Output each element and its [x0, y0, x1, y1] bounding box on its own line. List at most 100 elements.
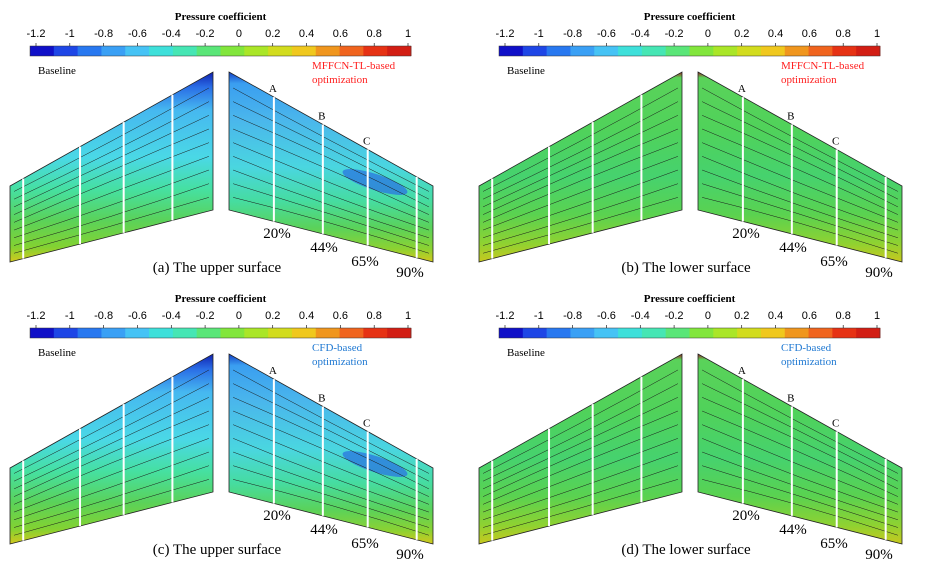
colorbar-tick-label: 1	[874, 28, 880, 40]
colorbar-tick-label: 1	[405, 28, 411, 40]
colorbar-segment	[315, 328, 340, 338]
optimized-wing	[228, 353, 434, 545]
colorbar-tick-label: 0.8	[367, 28, 382, 40]
colorbar-segment	[53, 328, 79, 338]
baseline-wing	[9, 353, 214, 545]
contour-line	[13, 183, 210, 246]
colorbar-tick-label: -0.8	[563, 28, 582, 40]
colorbar-segment	[315, 46, 340, 56]
contour-line	[232, 451, 429, 521]
colorbar-segment	[665, 46, 690, 56]
colorbar-segment	[363, 328, 388, 338]
colorbar-tick-label: -0.4	[162, 310, 181, 322]
colorbar-tick-label: 0.2	[734, 28, 749, 40]
panel-b: Pressure coefficient -1.2 -1 -0.8 -0.6 -0.4 -0…	[469, 0, 938, 282]
colorbar-tick-label: 0.6	[802, 310, 817, 322]
colorbar-tick-label: -0.2	[665, 310, 684, 322]
section-label: C	[363, 418, 370, 430]
panel-c: Pressure coefficient -1.2 -1 -0.8 -0.6 -0.4 -0…	[0, 282, 469, 564]
contour-line	[482, 169, 679, 239]
contour-figure: Pressure coefficient -1.2 -1 -0.8 -0.6 -0.4 -0…	[478, 293, 903, 563]
colorbar-segment	[713, 46, 738, 56]
span-percentage: 20%	[732, 226, 760, 242]
colorbar: Pressure coefficient -1.2 -1 -0.8 -0.6 -0.4 -0…	[27, 11, 412, 57]
optimization-label: MFFCN-TL-based	[781, 60, 865, 72]
contour-line	[232, 142, 430, 223]
colorbar-segment	[101, 328, 126, 338]
contour-line	[232, 369, 430, 474]
colorbar-segment	[856, 46, 881, 56]
contour-line	[482, 156, 679, 231]
colorbar-segment	[760, 328, 786, 338]
contour-line	[701, 383, 899, 482]
contour-line	[232, 169, 429, 239]
span-percentage: 90%	[396, 265, 424, 281]
colorbar-segment	[570, 328, 595, 338]
baseline-label: Baseline	[507, 65, 545, 77]
contour-line	[13, 479, 210, 536]
colorbar-tick-label: 0	[236, 310, 242, 322]
section-label: B	[318, 110, 325, 122]
colorbar-segment	[594, 46, 619, 56]
colorbar-tick-label: 0.8	[367, 310, 382, 322]
colorbar-segment	[570, 46, 595, 56]
contour-line	[233, 479, 429, 536]
colorbar-segment	[713, 328, 738, 338]
contour-line	[482, 465, 679, 528]
colorbar-segment	[77, 328, 102, 338]
colorbar-tick-label: 0	[236, 28, 242, 40]
colorbar-tick-label: -1.2	[27, 28, 46, 40]
baseline-label: Baseline	[38, 347, 76, 359]
span-percentage: 90%	[865, 265, 893, 281]
contour-line	[701, 438, 898, 513]
colorbar-tick-label: 1	[405, 310, 411, 322]
section-label: C	[832, 418, 839, 430]
panel-caption: (d) The lower surface	[621, 542, 751, 558]
panel-a: Pressure coefficient -1.2 -1 -0.8 -0.6 -0.4 -0…	[0, 0, 469, 282]
contour-line	[233, 465, 429, 528]
contour-line	[701, 397, 899, 490]
colorbar-tick-label: 0	[705, 28, 711, 40]
colorbar-tick-label: 0.4	[299, 310, 314, 322]
panel-caption: (b) The lower surface	[621, 260, 751, 276]
optimization-label: CFD-based	[781, 342, 832, 354]
colorbar-segment	[641, 46, 667, 56]
colorbar-segment	[594, 328, 619, 338]
colorbar-title: Pressure coefficient	[175, 293, 267, 305]
colorbar-tick-label: -0.6	[128, 310, 147, 322]
section-label: B	[318, 392, 325, 404]
colorbar-frame	[498, 327, 881, 339]
section-label: B	[787, 392, 794, 404]
baseline-wing	[478, 71, 683, 263]
span-percentage: 20%	[732, 508, 760, 524]
colorbar: Pressure coefficient -1.2 -1 -0.8 -0.6 -0.4 -0…	[496, 293, 881, 339]
colorbar-tick-label: 0.4	[768, 310, 783, 322]
contour-figure: Pressure coefficient -1.2 -1 -0.8 -0.6 -0.4 -0…	[9, 11, 434, 281]
contour-line	[482, 410, 679, 497]
optimization-label: CFD-based	[312, 342, 363, 354]
colorbar-tick-label: 0.6	[333, 310, 348, 322]
contour-line	[702, 183, 898, 246]
span-percentage: 90%	[396, 547, 424, 563]
contour-line	[13, 438, 210, 513]
colorbar-tick-label: -0.2	[196, 28, 215, 40]
colorbar-segment	[125, 328, 150, 338]
colorbar-segment	[172, 328, 198, 338]
colorbar-segment	[737, 46, 762, 56]
optimization-label: optimization	[781, 74, 837, 86]
colorbar-segment	[832, 328, 857, 338]
colorbar-tick-label: -1	[65, 310, 75, 322]
colorbar: Pressure coefficient -1.2 -1 -0.8 -0.6 -0.4 -0…	[496, 11, 881, 57]
contour-line	[701, 128, 899, 215]
colorbar-tick-label: 0.6	[802, 28, 817, 40]
contour-line	[482, 197, 679, 254]
contour-line	[232, 87, 430, 192]
contour-line	[232, 438, 429, 513]
colorbar-segment	[760, 46, 786, 56]
contour-line	[13, 410, 210, 497]
contour-line	[482, 128, 679, 215]
colorbar-tick-label: -0.6	[597, 28, 616, 40]
optimized-wing	[697, 353, 903, 545]
colorbar-title: Pressure coefficient	[644, 293, 736, 305]
contour-line	[233, 183, 429, 246]
